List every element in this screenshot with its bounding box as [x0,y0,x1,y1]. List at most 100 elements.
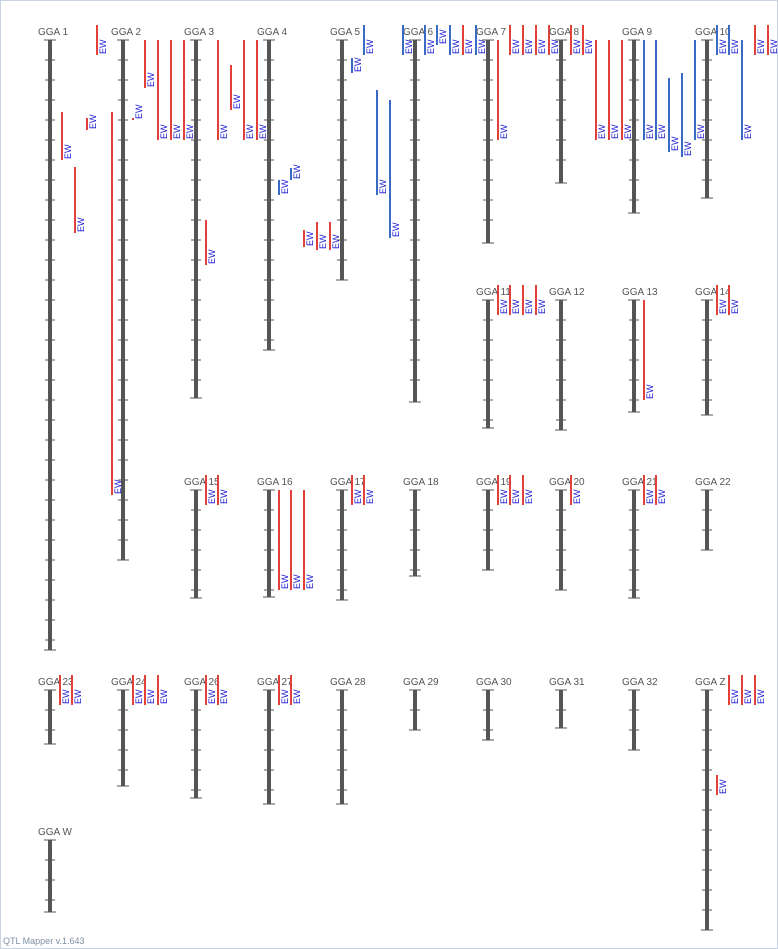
qtl-label: EW [610,124,620,139]
qtl-interval: EW [61,112,73,160]
qtl-interval: EW [728,675,740,705]
qtl-label: EW [743,689,753,704]
qtl-label: EW [185,124,195,139]
chromosome-label: GGA 31 [549,677,585,688]
chromosome-bar [48,690,52,744]
qtl-label: EW [219,689,229,704]
qtl-label: EW [365,489,375,504]
qtl-interval: EW [363,475,375,505]
chromosome-bar [486,300,490,428]
qtl-label: EW [550,39,560,54]
chromosome-label: GGA 1 [38,27,68,38]
chromosome-label: GGA 5 [330,27,360,38]
qtl-label: EW [730,299,740,314]
qtl-interval: EW [183,40,195,140]
qtl-label: EW [63,144,73,159]
qtl-interval: EW [497,285,509,315]
qtl-interval: EW [389,100,401,238]
qtl-label: EW [219,489,229,504]
qtl-label: EW [76,217,86,232]
chromosome-label: GGA 2 [111,27,141,38]
qtl-label: EW [623,124,633,139]
chromosome-bar [559,490,563,590]
qtl-interval: EW [548,25,560,55]
qtl-interval: EW [509,25,521,55]
qtl-interval: EW [290,164,302,180]
qtl-label: EW [258,124,268,139]
qtl-label: EW [292,574,302,589]
qtl-interval: EW [217,40,229,140]
qtl-label: EW [657,489,667,504]
qtl-interval: EW [694,40,706,140]
qtl-label: EW [404,39,414,54]
chromosome-bar [121,690,125,786]
chromosome-gga-32: GGA 32 [622,677,658,751]
qtl-label: EW [670,136,680,151]
qtl-label: EW [365,39,375,54]
qtl-label: EW [477,39,487,54]
qtl-label: EW [524,489,534,504]
qtl-label: EW [511,299,521,314]
qtl-label: EW [537,299,547,314]
qtl-label: EW [146,72,156,87]
qtl-label: EW [451,39,461,54]
chromosome-label: GGA 27 [257,677,293,688]
qtl-label: EW [305,231,315,246]
qtl-label: EW [426,39,436,54]
qtl-label: EW [584,39,594,54]
qtl-interval: EW [278,675,290,705]
chromosome-label: GGA 19 [476,477,512,488]
qtl-label: EW [464,39,474,54]
qtl-label: EW [134,104,144,119]
qtl-interval: EW [643,300,655,400]
chromosome-bar [632,300,636,412]
qtl-interval: EW [256,40,268,140]
qtl-label: EW [159,124,169,139]
chromosome-bar [559,690,563,728]
qtl-interval: EW [205,220,217,265]
qtl-interval: EW [170,40,182,140]
chromosome-label: GGA 23 [38,677,74,688]
qtl-interval: EW [278,490,290,590]
qtl-interval: EW [535,25,547,55]
chromosome-label: GGA 9 [622,27,652,38]
qtl-label: EW [645,124,655,139]
qtl-interval: EW [595,40,607,140]
qtl-interval: EW [728,25,740,55]
chromosome-label: GGA W [38,827,72,838]
qtl-interval: EW [290,675,302,705]
qtl-interval: EW [86,114,98,130]
qtl-label: EW [353,489,363,504]
qtl-interval: EW [767,25,778,55]
qtl-interval: EW [449,25,461,55]
qtl-interval: EW [363,25,375,55]
qtl-interval: EW [621,40,633,140]
qtl-label: EW [499,124,509,139]
qtl-label: EW [645,489,655,504]
chromosome-label: GGA 21 [622,477,658,488]
qtl-interval: EW [570,25,582,55]
chromosome-label: GGA 20 [549,477,585,488]
chromosome-label: GGA 7 [476,27,506,38]
qtl-label: EW [730,689,740,704]
qtl-label: EW [683,141,693,156]
qtl-label: EW [219,124,229,139]
qtl-interval: EW [436,25,448,45]
qtl-interval: EW [716,285,728,315]
qtl-interval: EW [217,675,229,705]
qtl-interval: EW [205,675,217,705]
chromosome-bar [559,300,563,430]
chromosome-label: GGA 15 [184,477,220,488]
qtl-label: EW [73,689,83,704]
qtl-label: EW [146,689,156,704]
qtl-label: EW [61,689,71,704]
chromosome-bar [632,690,636,750]
chromosome-bar [340,690,344,804]
qtl-interval: EW [351,475,363,505]
qtl-label: EW [743,124,753,139]
